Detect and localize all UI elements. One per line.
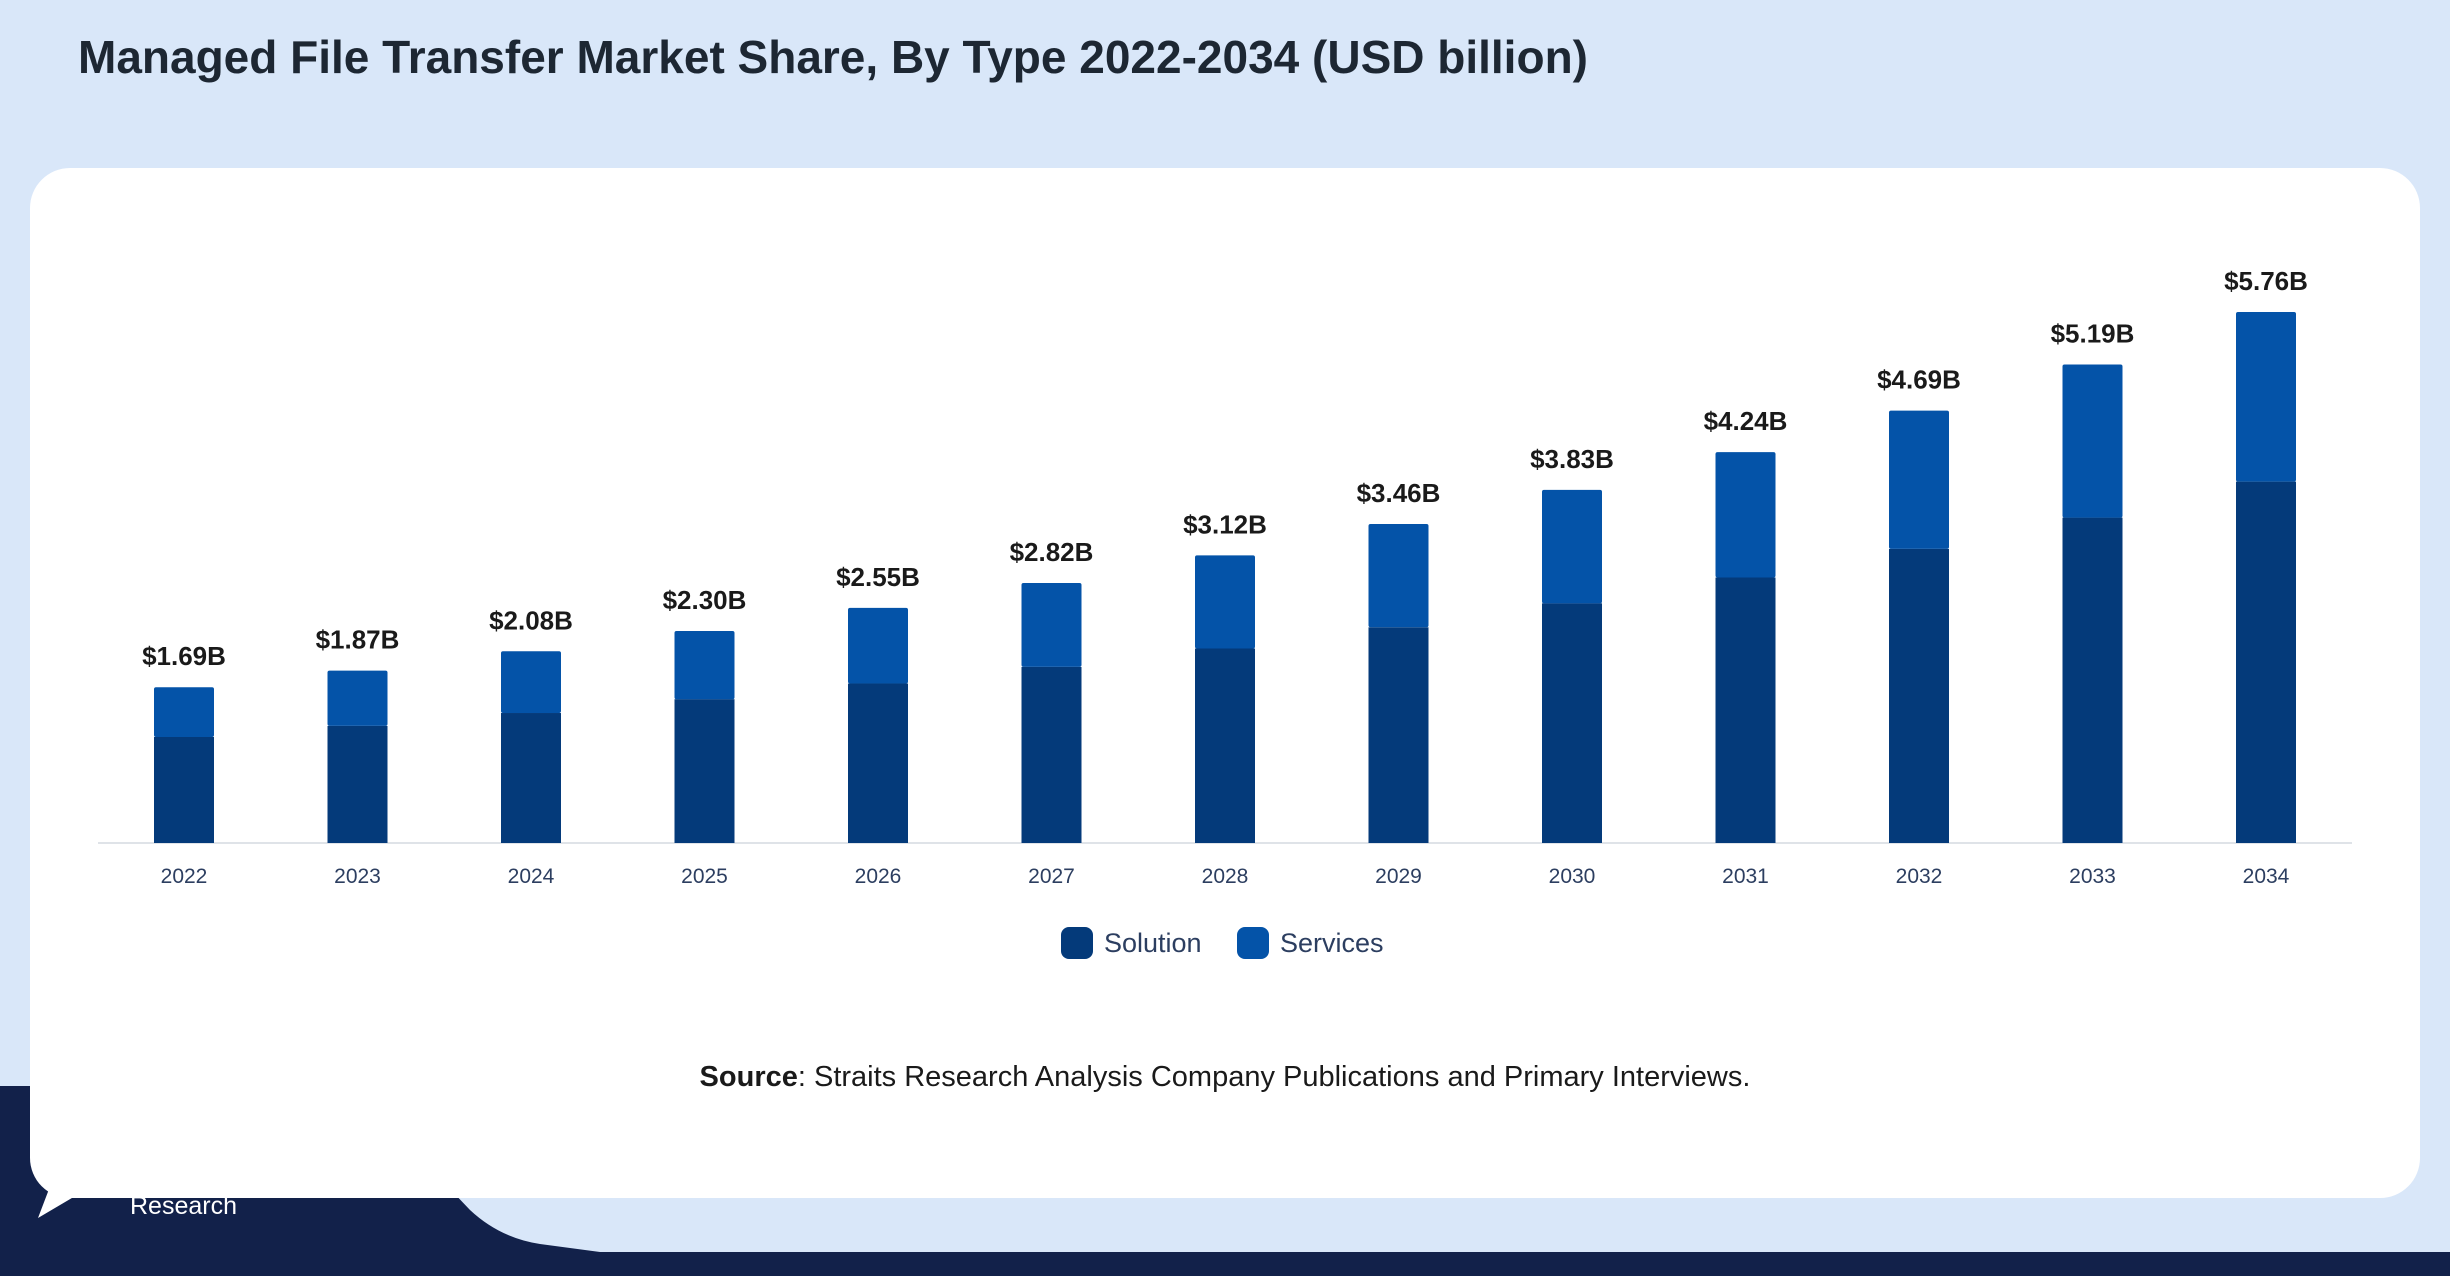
labels-group: $1.69B 2022 $1.87B 2023 $2.08B 2024 $2.30B 2025… (142, 266, 2308, 888)
chart-title: Managed File Transfer Market Share, By T… (78, 31, 1588, 83)
source-note: Source: Straits Research Analysis Compan… (0, 1061, 2450, 1094)
bar-solution-2032 (1889, 548, 1949, 843)
bar-services-2031 (1715, 452, 1776, 578)
bar-solution-2022 (154, 736, 214, 843)
bar-solution-2025 (674, 699, 735, 843)
x-tick-label-2030: 2030 (1549, 865, 1596, 888)
total-label-2023: $1.87B (316, 625, 400, 655)
total-label-2032: $4.69B (1877, 365, 1961, 395)
total-label-2028: $3.12B (1183, 509, 1267, 539)
x-tick-label-2028: 2028 (1202, 865, 1249, 888)
legend-swatch-solution (1061, 927, 1093, 959)
total-label-2026: $2.55B (836, 562, 920, 592)
x-tick-label-2023: 2023 (334, 865, 381, 888)
bar-services-2025 (674, 630, 735, 700)
legend-swatch-services (1237, 927, 1269, 959)
straits-logo-icon (38, 1134, 148, 1218)
legend: Solution Services (1061, 927, 1384, 959)
bar-services-2033 (2062, 364, 2123, 518)
x-tick-label-2032: 2032 (1896, 865, 1943, 888)
total-label-2022: $1.69B (142, 641, 226, 671)
bar-services-2026 (848, 607, 908, 684)
bar-services-2024 (501, 651, 561, 714)
bar-solution-2024 (501, 713, 561, 843)
source-label: Source (699, 1061, 798, 1093)
bar-services-2034 (2236, 312, 2296, 482)
x-tick-label-2034: 2034 (2243, 865, 2290, 888)
x-tick-label-2026: 2026 (855, 865, 902, 888)
total-label-2027: $2.82B (1010, 537, 1094, 567)
bar-services-2032 (1889, 410, 1949, 549)
bar-solution-2028 (1195, 648, 1255, 843)
bar-solution-2034 (2236, 481, 2296, 843)
total-label-2030: $3.83B (1530, 444, 1614, 474)
source-text: : Straits Research Analysis Company Publ… (797, 1061, 1751, 1093)
total-label-2029: $3.46B (1357, 478, 1441, 508)
x-tick-label-2022: 2022 (161, 865, 208, 888)
x-tick-label-2033: 2033 (2069, 865, 2116, 888)
logo-name: Straits (130, 1128, 329, 1202)
card-step-shape (0, 1024, 2450, 1276)
bar-solution-2029 (1368, 627, 1429, 843)
bar-solution-2033 (2062, 517, 2123, 843)
x-tick-label-2025: 2025 (681, 865, 728, 888)
total-label-2025: $2.30B (663, 585, 747, 615)
bar-services-2023 (327, 670, 388, 726)
bar-solution-2027 (1021, 666, 1082, 843)
legend-label-solution: Solution (1104, 928, 1202, 958)
x-tick-label-2027: 2027 (1028, 865, 1075, 888)
total-label-2024: $2.08B (489, 605, 573, 635)
total-label-2033: $5.19B (2051, 319, 2135, 349)
x-tick-label-2024: 2024 (508, 865, 555, 888)
bar-solution-2026 (848, 683, 908, 843)
logo-subtitle: Research (130, 1192, 237, 1220)
bar-services-2030 (1542, 489, 1602, 604)
legend-label-services: Services (1280, 928, 1384, 958)
bar-services-2028 (1195, 555, 1255, 649)
x-tick-label-2031: 2031 (1722, 865, 1769, 888)
bar-services-2022 (154, 687, 214, 737)
bar-services-2029 (1368, 524, 1429, 628)
x-tick-label-2029: 2029 (1375, 865, 1422, 888)
bar-services-2027 (1021, 583, 1082, 667)
total-label-2034: $5.76B (2224, 266, 2308, 296)
bar-solution-2023 (327, 725, 388, 843)
total-label-2031: $4.24B (1704, 406, 1788, 436)
bar-solution-2031 (1715, 577, 1776, 843)
bars-group (154, 312, 2296, 843)
bar-solution-2030 (1542, 603, 1602, 843)
